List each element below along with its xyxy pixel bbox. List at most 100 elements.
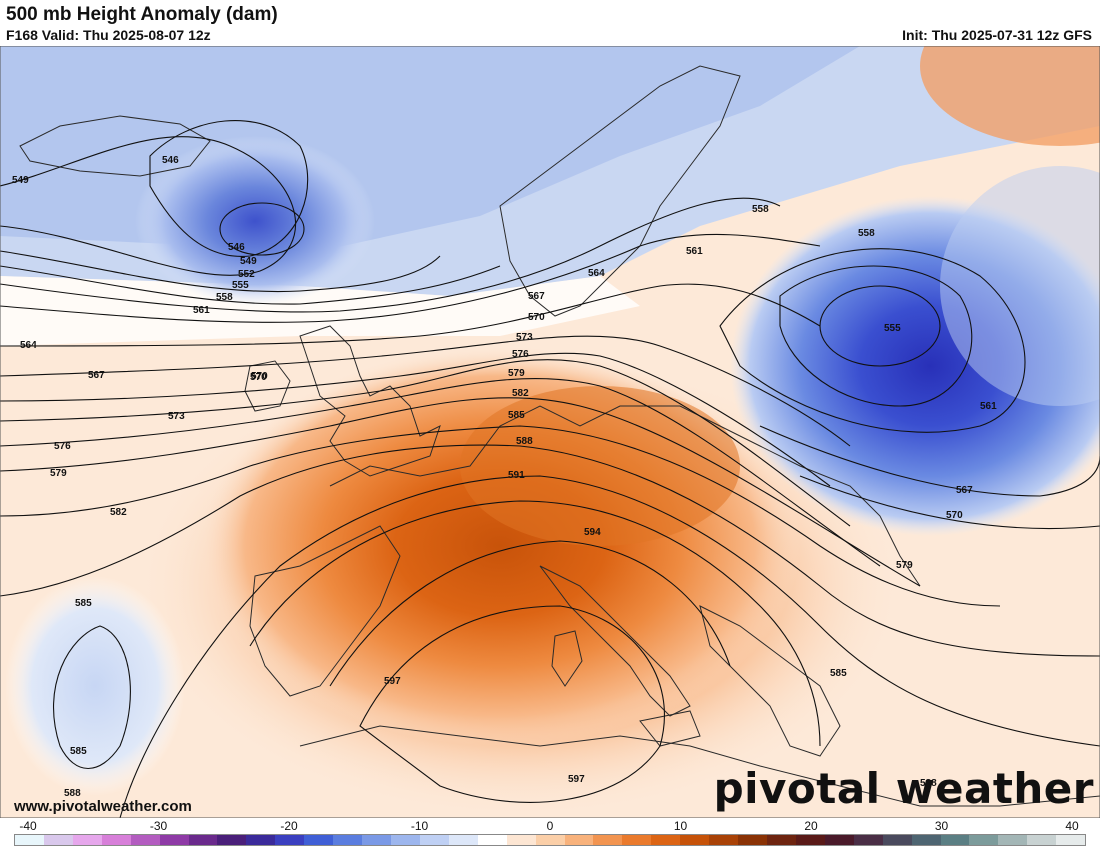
- russia-cold-area: [940, 166, 1100, 406]
- contour-label-546b: 546: [228, 242, 245, 253]
- colorbar-cell: [217, 835, 247, 845]
- contour-label-585n: 585: [508, 410, 525, 421]
- contour-label-573: 573: [168, 411, 185, 422]
- colorbar-tick-label: 10: [673, 819, 688, 833]
- colorbar-cell: [159, 835, 189, 845]
- colorbar-tick-label: 20: [804, 819, 818, 833]
- contour-label-585e: 585: [830, 668, 847, 679]
- contour-label-558e: 558: [752, 204, 769, 215]
- great-britain-outline: [299, 325, 441, 477]
- colorbar-cell: [853, 835, 883, 845]
- sardinia-outline: [551, 630, 583, 687]
- contour-591: [249, 500, 821, 747]
- scandinavia-outline: [499, 65, 741, 317]
- contour-label-591: 591: [508, 470, 525, 481]
- contour-label-588a: 588: [64, 788, 81, 799]
- contour-561-east: [719, 248, 1026, 433]
- watermark-url: www.pivotalweather.com: [14, 798, 192, 815]
- coastlines: [19, 65, 1100, 807]
- colorbar-cell: [998, 835, 1028, 845]
- colorbar-cell: [622, 835, 652, 845]
- contour-567: [0, 335, 851, 447]
- contour-549: [0, 136, 297, 276]
- contour-label-597b: 597: [568, 774, 585, 785]
- contour-label-555: 555: [232, 280, 249, 291]
- contour-label-555e: 555: [884, 323, 901, 334]
- contour-label-567e: 567: [956, 485, 973, 496]
- contour-label-564: 564: [20, 340, 37, 351]
- contour-label-570: 570: [250, 372, 267, 383]
- contour-label-594: 594: [584, 527, 601, 538]
- map-canvas: 546 546 549 549 552 555 558 561 564 567 …: [0, 46, 1100, 818]
- sicily-outline: [639, 710, 701, 747]
- ireland-outline: [244, 360, 291, 412]
- contour-label-558f: 558: [858, 228, 875, 239]
- colorbar-cell: [911, 835, 941, 845]
- init-time: Init: Thu 2025-07-31 12z GFS: [902, 27, 1092, 43]
- colorbar-tick-label: -10: [410, 819, 429, 833]
- neutral-band: [0, 276, 640, 346]
- colorbar-cell: [651, 835, 681, 845]
- contour-labels: 546 546 549 549 552 555 558 561 564 567 …: [12, 155, 997, 799]
- contour-label-582: 582: [110, 507, 127, 518]
- colorbar-cell: [72, 835, 102, 845]
- colorbar-cell: [188, 835, 218, 845]
- contour-label-579n: 579: [508, 368, 525, 379]
- contour-567-east: [759, 425, 1100, 497]
- contour-label-579: 579: [50, 468, 67, 479]
- contour-546: [149, 119, 309, 257]
- contour-561: [0, 233, 821, 323]
- contour-579: [0, 397, 921, 587]
- contour-label-570n: 570: [528, 312, 545, 323]
- ne-warm-corner: [920, 46, 1100, 146]
- contour-597: [359, 605, 665, 803]
- contour-564: [0, 283, 821, 347]
- contour-label-573n: 573: [516, 332, 533, 343]
- contour-label-570e: 570: [946, 510, 963, 521]
- contour-label-549a: 549: [12, 175, 29, 186]
- brand-logo-text: pivotal weather: [713, 764, 1094, 813]
- contour-label-597a: 597: [384, 676, 401, 687]
- contour-label-570w: 570: [251, 371, 268, 382]
- contour-label-561: 561: [193, 305, 210, 316]
- contour-label-585a: 585: [75, 598, 92, 609]
- contour-594: [329, 540, 731, 687]
- contour-558-east: [779, 265, 973, 407]
- anomaly-map: 546 546 549 549 552 555 558 561 564 567 …: [0, 46, 1100, 818]
- atlantic-weak-low: [5, 576, 185, 796]
- contour-573: [0, 359, 851, 527]
- contour-570-east: [799, 475, 1100, 530]
- colorbar-tick-label: 0: [546, 819, 554, 833]
- contour-label-561e: 561: [686, 246, 703, 257]
- contour-label-576n: 576: [512, 349, 529, 360]
- colorbar-tick-label: -30: [149, 819, 168, 833]
- colorbar-cell: [362, 835, 391, 845]
- colorbar-cell: [564, 835, 594, 845]
- warm-dome-north: [460, 386, 740, 546]
- iceland-outline: [19, 115, 211, 177]
- contour-label-588n: 588: [516, 436, 533, 447]
- valid-time: F168 Valid: Thu 2025-08-07 12z: [6, 27, 211, 43]
- colorbar-cell: [709, 835, 739, 845]
- colorbar-cell: [130, 835, 160, 845]
- colorbar-cell: [593, 835, 623, 845]
- colorbar-cell: [969, 835, 999, 845]
- contour-552: [0, 250, 441, 293]
- colorbar-cell: [43, 835, 73, 845]
- contour-585-sw: [52, 625, 131, 770]
- colorbar-cell: [275, 835, 305, 845]
- contour-label-564n: 564: [588, 268, 605, 279]
- contour-label-567: 567: [88, 370, 105, 381]
- colorbar-cell: [535, 835, 565, 845]
- colorbar-cell: [419, 835, 449, 845]
- contour-label-549b: 549: [240, 256, 257, 267]
- contour-585: [0, 444, 1100, 657]
- colorbar-cell: [15, 835, 44, 845]
- contour-label-567n: 567: [528, 291, 545, 302]
- colorbar-tick-label: -20: [280, 819, 298, 833]
- colorbar-cell: [766, 835, 796, 845]
- colorbar-cell: [390, 835, 420, 845]
- contour-555-east: [819, 285, 941, 367]
- contour-label-585b: 585: [70, 746, 87, 757]
- contour-label-558: 558: [216, 292, 233, 303]
